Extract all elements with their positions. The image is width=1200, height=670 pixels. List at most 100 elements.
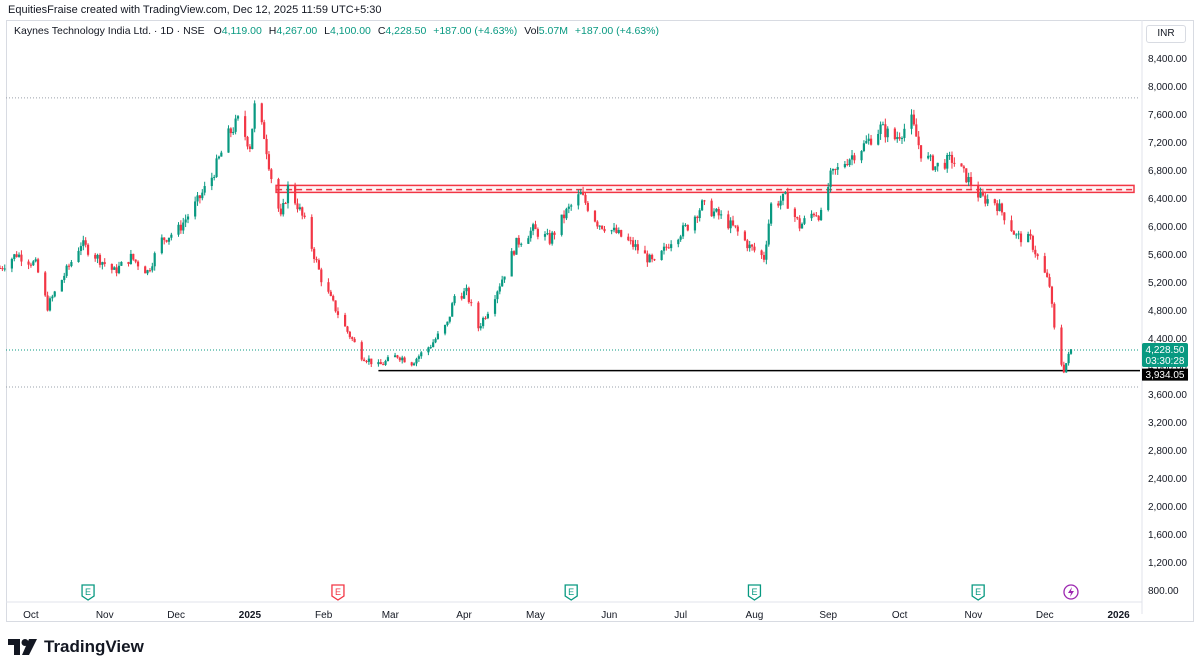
event-label: E xyxy=(751,587,757,597)
candle-body xyxy=(1019,233,1023,243)
price-tick-label: 2,800.00 xyxy=(1148,446,1187,457)
candle xyxy=(1060,324,1063,367)
candle-body xyxy=(593,210,597,222)
candle-body xyxy=(965,168,968,183)
price-tick-label: 8,000.00 xyxy=(1148,82,1187,93)
candle xyxy=(203,181,206,196)
time-tick-label: Jul xyxy=(674,610,687,621)
candle xyxy=(46,291,49,312)
candle-body xyxy=(698,210,701,219)
candle-body xyxy=(648,254,651,263)
candle xyxy=(879,121,882,140)
candle xyxy=(767,219,770,247)
candle xyxy=(848,158,851,167)
candle xyxy=(834,168,837,175)
candle xyxy=(329,289,332,297)
candle-body xyxy=(217,156,221,159)
candle xyxy=(798,215,801,232)
close-label: C xyxy=(377,25,386,37)
candle-body xyxy=(567,206,570,209)
candle-body xyxy=(296,203,299,210)
candle-body xyxy=(910,114,913,129)
candle xyxy=(3,264,6,272)
candle xyxy=(496,290,499,304)
symbol-name[interactable]: Kaynes Technology India Ltd. · 1D · NSE xyxy=(14,25,205,37)
currency-button[interactable]: INR xyxy=(1146,25,1186,43)
candle xyxy=(534,220,537,230)
candle xyxy=(351,336,354,342)
candle xyxy=(220,150,223,157)
candle-body xyxy=(44,272,47,296)
candle xyxy=(1036,253,1039,260)
candle xyxy=(129,249,132,265)
candle-body xyxy=(893,128,896,140)
candle xyxy=(548,229,551,246)
candle-body xyxy=(1027,233,1030,243)
candle xyxy=(770,202,773,226)
candle-body xyxy=(343,314,347,327)
tradingview-logo[interactable]: TradingView xyxy=(8,637,144,657)
candle-body xyxy=(848,159,851,165)
candle xyxy=(248,144,251,153)
candle-body xyxy=(101,262,104,265)
candle-body xyxy=(117,265,121,274)
candle-body xyxy=(151,266,154,271)
earnings-event-marker[interactable] xyxy=(1063,584,1079,600)
candle xyxy=(477,301,480,332)
candle xyxy=(484,316,487,320)
candle xyxy=(310,214,313,252)
candle-body xyxy=(610,230,613,232)
candle-body xyxy=(1046,272,1049,278)
candle-body xyxy=(929,155,932,157)
candle-body xyxy=(453,296,456,304)
candle xyxy=(931,154,935,171)
candle-body xyxy=(267,154,271,170)
candle xyxy=(503,276,506,283)
earnings-event-marker[interactable]: E xyxy=(331,584,345,601)
candle xyxy=(903,123,906,142)
candle xyxy=(294,182,297,206)
candle-body xyxy=(10,258,13,269)
candle-body xyxy=(348,331,351,338)
earnings-event-marker[interactable]: E xyxy=(81,584,95,601)
candle-body xyxy=(244,116,247,137)
candle-body xyxy=(1065,363,1068,373)
candle-body xyxy=(417,356,420,359)
candle xyxy=(698,208,701,222)
candle xyxy=(510,248,513,277)
candle xyxy=(862,140,866,153)
earnings-event-marker[interactable]: E xyxy=(971,584,985,601)
candle-body xyxy=(996,203,999,212)
event-label: E xyxy=(335,587,341,597)
candle xyxy=(403,356,406,363)
candle xyxy=(900,136,904,145)
time-tick-label: Oct xyxy=(892,610,908,621)
candle-body xyxy=(784,192,787,194)
candle-body xyxy=(184,219,187,223)
candle-body xyxy=(294,184,297,204)
candle xyxy=(163,237,166,245)
candle-body xyxy=(831,169,835,171)
candle-body xyxy=(53,291,56,297)
candle xyxy=(1067,351,1070,366)
earnings-event-marker[interactable]: E xyxy=(564,584,578,601)
candle-body xyxy=(846,164,849,166)
candle-body xyxy=(210,177,213,187)
candle-body xyxy=(810,213,813,219)
candle xyxy=(462,287,466,300)
candlestick-series xyxy=(0,100,1073,374)
candle-body xyxy=(748,244,751,249)
candle-body xyxy=(103,262,106,264)
earnings-event-marker[interactable]: E xyxy=(747,584,762,601)
candle xyxy=(465,284,468,296)
candle xyxy=(493,295,497,317)
candle-body xyxy=(232,131,235,134)
candle xyxy=(846,158,849,167)
candle xyxy=(165,239,168,243)
candle xyxy=(1046,269,1049,278)
candle-body xyxy=(532,224,535,231)
candle-body xyxy=(120,261,123,266)
